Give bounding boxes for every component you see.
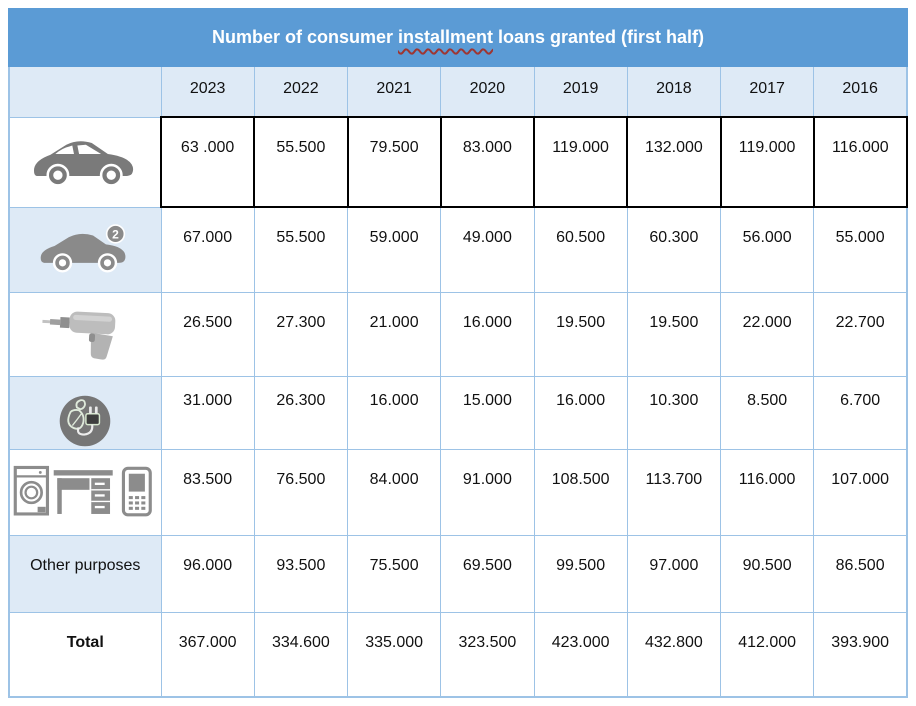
value-cell: 119.000 <box>719 116 815 208</box>
value-cell: 432.800 <box>626 611 722 698</box>
year-header-2016: 2016 <box>813 65 908 118</box>
value-cell: 55.500 <box>253 206 349 293</box>
value-cell: 367.000 <box>160 611 255 698</box>
value-cell: 59.000 <box>346 206 442 293</box>
badge-number: 2 <box>112 227 119 241</box>
value-cell: 86.500 <box>813 534 908 613</box>
value-cell: 97.000 <box>626 534 722 613</box>
corner-cell <box>8 65 162 118</box>
row-header-used-cars: 2 <box>8 206 162 293</box>
value-cell: 334.600 <box>253 611 349 698</box>
value-cell: 15.000 <box>440 375 535 450</box>
value-cell: 83.000 <box>439 116 536 208</box>
desk-icon <box>53 469 113 514</box>
table-row-used-cars: 2 67.000 55.500 59.000 49.000 60.500 60.… <box>8 206 908 293</box>
value-cell: 116.000 <box>719 448 815 536</box>
value-cell: 19.500 <box>533 291 628 377</box>
value-cell: 335.000 <box>346 611 442 698</box>
page-title: Number of consumer installment loans gra… <box>11 27 905 48</box>
value-cell: 60.300 <box>626 206 722 293</box>
value-cell: 113.700 <box>626 448 722 536</box>
value-cell: 107.000 <box>813 448 908 536</box>
year-header-2023: 2023 <box>160 65 255 118</box>
year-header-2021: 2021 <box>346 65 442 118</box>
value-cell: 90.500 <box>719 534 815 613</box>
loan-table: Number of consumer installment loans gra… <box>8 8 909 698</box>
badge-circle <box>106 223 126 244</box>
row-header-home-improvement <box>8 291 162 377</box>
year-header-2019: 2019 <box>533 65 628 118</box>
value-cell: 96.000 <box>160 534 255 613</box>
value-cell: 84.000 <box>346 448 442 536</box>
value-cell: 75.500 <box>346 534 442 613</box>
value-cell: 69.500 <box>440 534 535 613</box>
value-cell: 67.000 <box>160 206 255 293</box>
value-cell: 79.500 <box>346 116 442 208</box>
value-cell: 16.000 <box>533 375 628 450</box>
value-cell: 22.000 <box>719 291 815 377</box>
table-row-appliances-furniture: 83.500 76.500 84.000 91.000 108.500 113.… <box>8 448 908 536</box>
drill-icon <box>42 311 116 360</box>
row-header-new-cars <box>8 116 162 208</box>
value-cell: 393.900 <box>813 611 908 698</box>
value-cell: 27.300 <box>253 291 349 377</box>
green-energy-plug-icon <box>59 395 111 446</box>
value-cell: 83.500 <box>160 448 255 536</box>
table-row-home-improvement: 26.500 27.300 21.000 16.000 19.500 19.50… <box>8 291 908 377</box>
value-cell: 91.000 <box>440 448 535 536</box>
row-header-appliances-furniture <box>8 448 162 536</box>
row-header-other-purposes: Other purposes <box>8 534 162 613</box>
table-row-green-energy: 31.000 26.300 16.000 15.000 16.000 10.30… <box>8 375 908 450</box>
value-cell: 132.000 <box>626 116 722 208</box>
year-header-2017: 2017 <box>719 65 815 118</box>
value-cell: 76.500 <box>253 448 349 536</box>
washing-machine-icon <box>13 465 50 516</box>
value-cell: 21.000 <box>346 291 442 377</box>
table-title-row: Number of consumer installment loans gra… <box>8 8 908 67</box>
value-cell: 10.300 <box>626 375 722 450</box>
value-cell: 63 .000 <box>159 116 256 208</box>
mobile-phone-icon <box>122 466 153 516</box>
row-header-green-energy <box>8 375 162 450</box>
value-cell: 16.000 <box>440 291 535 377</box>
value-cell: 412.000 <box>719 611 815 698</box>
value-cell: 49.000 <box>440 206 535 293</box>
row-header-total: Total <box>8 611 162 698</box>
value-cell: 119.000 <box>532 116 629 208</box>
year-header-2022: 2022 <box>253 65 349 118</box>
used-car-icon: 2 <box>40 223 126 272</box>
value-cell: 8.500 <box>719 375 815 450</box>
car-icon <box>33 140 134 187</box>
value-cell: 323.500 <box>440 611 535 698</box>
table-row-new-cars: 63 .000 55.500 79.500 83.000 119.000 132… <box>8 116 909 208</box>
value-cell: 19.500 <box>626 291 722 377</box>
value-cell: 423.000 <box>533 611 628 698</box>
value-cell: 108.500 <box>533 448 628 536</box>
value-cell: 116.000 <box>812 116 909 208</box>
value-cell: 56.000 <box>719 206 815 293</box>
table-row-other-purposes: Other purposes 96.000 93.500 75.500 69.5… <box>8 534 908 613</box>
value-cell: 6.700 <box>813 375 908 450</box>
table-row-total: Total 367.000 334.600 335.000 323.500 42… <box>8 611 908 698</box>
appliances-furniture-electronics-icon <box>13 465 153 516</box>
value-cell: 16.000 <box>346 375 442 450</box>
value-cell: 55.500 <box>253 116 349 208</box>
year-header-2020: 2020 <box>440 65 535 118</box>
value-cell: 22.700 <box>813 291 908 377</box>
value-cell: 93.500 <box>253 534 349 613</box>
table-title-cell: Number of consumer installment loans gra… <box>8 8 908 67</box>
value-cell: 26.500 <box>160 291 255 377</box>
title-part-before: Number of consumer <box>211 27 398 48</box>
year-header-2018: 2018 <box>626 65 722 118</box>
value-cell: 26.300 <box>253 375 349 450</box>
value-cell: 31.000 <box>160 375 255 450</box>
title-part-misspelled: installment <box>397 27 494 48</box>
year-header-row: 2023 2022 2021 2020 2019 2018 2017 2016 <box>8 65 908 118</box>
value-cell: 99.500 <box>533 534 628 613</box>
value-cell: 55.000 <box>813 206 908 293</box>
title-part-after: loans granted (first half) <box>493 27 705 48</box>
value-cell: 60.500 <box>533 206 628 293</box>
